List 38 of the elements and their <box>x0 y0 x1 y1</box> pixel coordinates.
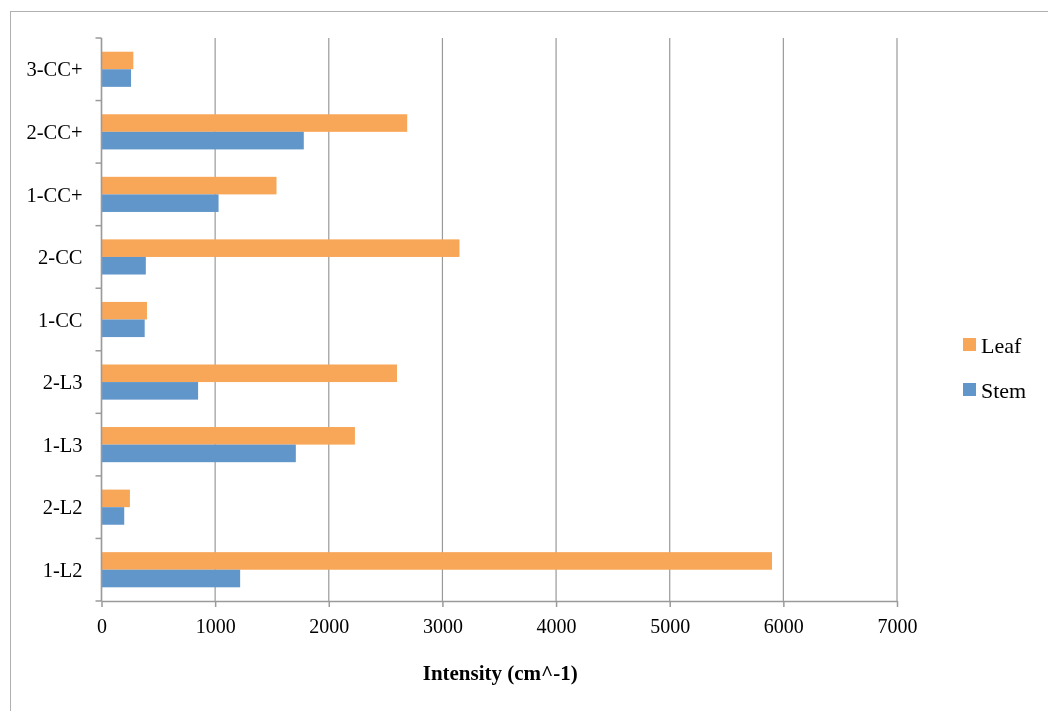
x-tick-label: 2000 <box>309 615 350 638</box>
y-tick-label: 1-CC <box>38 308 83 331</box>
bar <box>101 569 241 588</box>
y-tick-label: 1-L2 <box>42 558 83 581</box>
y-tick-label: 2-L3 <box>42 371 83 394</box>
bar <box>101 114 408 132</box>
bar <box>101 69 132 87</box>
bar <box>101 51 134 70</box>
bar <box>101 552 772 570</box>
bar <box>101 382 199 400</box>
bar <box>101 176 277 195</box>
bar <box>101 301 147 320</box>
x-tick-label: 7000 <box>877 615 918 638</box>
bar <box>101 131 304 150</box>
bar <box>101 319 145 338</box>
bar <box>101 489 130 508</box>
x-tick-label: 3000 <box>422 615 463 638</box>
legend-label: Leaf <box>981 332 1022 358</box>
bar <box>101 444 296 463</box>
y-tick-label: 2-CC <box>38 246 83 269</box>
x-tick-label: 6000 <box>763 615 804 638</box>
bar <box>101 256 146 275</box>
y-tick-label: 3-CC+ <box>26 58 83 81</box>
y-tick-label: 1-CC+ <box>26 183 83 206</box>
y-tick-label: 2-L2 <box>42 496 83 519</box>
bar <box>101 194 219 212</box>
bar <box>101 427 355 445</box>
x-tick-label: 5000 <box>650 615 691 638</box>
bar <box>101 507 125 525</box>
legend-label: Stem <box>981 377 1027 403</box>
bar <box>101 364 397 383</box>
y-tick-label: 1-L3 <box>42 433 83 456</box>
x-tick-label: 0 <box>97 615 107 638</box>
y-tick-label: 2-CC+ <box>26 121 83 144</box>
x-axis-title: Intensity (cm^-1) <box>422 661 578 685</box>
x-tick-label: 1000 <box>195 615 236 638</box>
x-tick-label: 4000 <box>536 615 577 638</box>
bar <box>101 239 460 257</box>
